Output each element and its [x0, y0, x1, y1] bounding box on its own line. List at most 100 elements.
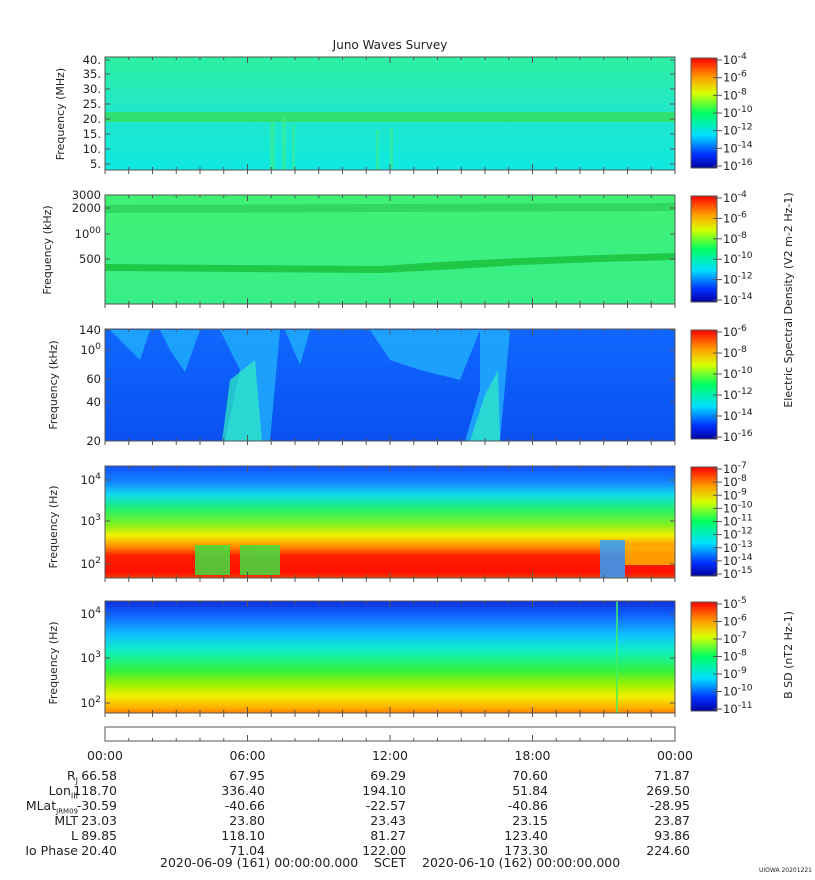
- magnetic-cbar-label: B SD (nT2 Hz-1): [782, 611, 795, 699]
- ytick-label: 500: [79, 252, 101, 266]
- ephem-value: -40.86: [507, 798, 548, 813]
- spectrogram-5: [105, 601, 675, 713]
- ytick-label: 3000: [72, 188, 101, 202]
- colorbar-tick-label: 10-4: [723, 51, 747, 67]
- colorbar-tick-label: 10-14: [723, 552, 753, 568]
- ephem-label: RJ: [66, 768, 78, 786]
- ephem-label: Io Phase: [25, 843, 78, 858]
- ytick-label: 40.: [83, 53, 101, 67]
- footer-scet: SCET: [374, 855, 407, 870]
- ylabel-3: Frequency (kHz): [47, 340, 60, 429]
- colorbar-tick-label: 10-5: [723, 595, 747, 611]
- ytick-label: 2000: [72, 201, 101, 215]
- colorbar-tick-label: 10-6: [723, 69, 747, 85]
- ytick-label: 103: [81, 649, 102, 665]
- spectrogram-4: [105, 466, 675, 578]
- colorbar-tick-label: 10-6: [723, 613, 747, 629]
- ephem-value: 336.40: [221, 783, 265, 798]
- ephem-label: MLatJRM09: [25, 798, 78, 816]
- colorbar-tick-label: 10-12: [723, 526, 753, 542]
- ytick-label: 103: [81, 512, 102, 528]
- ylabel-4: Frequency (Hz): [47, 486, 60, 569]
- ytick-label: 102: [81, 555, 102, 571]
- time-tick-label: 06:00: [229, 748, 265, 763]
- ytick-label: 20.: [83, 112, 101, 126]
- colorbar-tick-label: 10-7: [723, 630, 747, 646]
- electric-cbar-label: Electric Spectral Density (V2 m-2 Hz-1): [782, 192, 795, 407]
- colorbar-4: [690, 466, 718, 577]
- ephem-value: 23.80: [229, 813, 265, 828]
- time-tick-label: 00:00: [87, 748, 123, 763]
- band-22mhz: [105, 112, 675, 122]
- ephem-value: -40.66: [224, 798, 265, 813]
- colorbar-5: [690, 601, 718, 712]
- colorbar-tick-label: 10-12: [723, 386, 753, 402]
- colorbar-tick-label: 10-10: [723, 250, 753, 266]
- colorbar-tick-label: 10-12: [723, 271, 753, 287]
- stamp: UIOWA 20201221: [759, 867, 812, 874]
- colorbar-2: [690, 195, 718, 303]
- colorbar-tick-label: 10-10: [723, 683, 753, 699]
- emission-streaks-1: [270, 118, 393, 170]
- ytick-label: 60: [86, 372, 101, 386]
- colorbar-tick-label: 10-8: [723, 648, 747, 664]
- ephem-value: 89.85: [81, 828, 117, 843]
- ephem-value: 51.84: [512, 783, 548, 798]
- colorbar-tick-label: 10-6: [723, 323, 747, 339]
- ytick-label: 104: [81, 471, 102, 487]
- ephem-value: 194.10: [362, 783, 406, 798]
- ytick-label: 15.: [83, 127, 101, 141]
- ephem-value: 71.87: [654, 768, 690, 783]
- colorbar-3: [690, 329, 718, 440]
- ytick-label: 1000: [75, 225, 101, 241]
- colorbar-tick-label: 10-14: [723, 291, 753, 307]
- colorbar-tick-label: 10-13: [723, 539, 753, 555]
- colorbar-1: [690, 57, 718, 169]
- ephem-label: L: [71, 828, 78, 843]
- ephem-label: LonIII: [48, 783, 78, 801]
- ephem-value: 23.03: [81, 813, 117, 828]
- time-tick-label: 00:00: [657, 748, 693, 763]
- ytick-label: 10.: [83, 142, 101, 156]
- ephemeris-table: RJ 66.58 67.95 69.29 70.60 71.87 LonIII 118.70 3…: [0, 768, 815, 858]
- ephem-value: 70.60: [512, 768, 548, 783]
- colorbar-tick-label: 10-8: [723, 230, 747, 246]
- colorbar-tick-label: 10-8: [723, 344, 747, 360]
- panel-3: Frequency (kHz): [47, 328, 676, 442]
- ylabel-2: Frequency (kHz): [41, 205, 54, 294]
- ylabel-5: Frequency (Hz): [47, 622, 60, 705]
- ytick-label: 35.: [83, 67, 101, 81]
- ephem-label: MLT: [54, 813, 78, 828]
- emission-core-3: [222, 360, 500, 441]
- colorbar-tick-label: 10-15: [723, 565, 753, 581]
- footer-end: 2020-06-10 (162) 00:00:00.000: [422, 855, 621, 870]
- ephem-value: -28.95: [649, 798, 690, 813]
- panel-5: Frequency (Hz): [47, 600, 676, 714]
- colorbar-tick-label: 10-10: [723, 365, 753, 381]
- green-islands-4: [195, 540, 675, 578]
- colorbar-tick-label: 10-16: [723, 157, 753, 173]
- colorbar-tick-label: 10-8: [723, 473, 747, 489]
- panel-4: Frequency (Hz): [47, 465, 676, 579]
- time-tick-label: 12:00: [372, 748, 408, 763]
- colorbar-tick-label: 10-16: [723, 428, 753, 444]
- ytick-label: 20: [86, 434, 101, 448]
- ephem-value: 123.40: [504, 828, 548, 843]
- ephem-value: 23.87: [654, 813, 690, 828]
- band-2000khz: [105, 203, 675, 213]
- colorbar-tick-label: 10-6: [723, 209, 747, 225]
- footer-start: 2020-06-09 (161) 00:00:00.000: [160, 855, 359, 870]
- colorbar-tick-label: 10-11: [723, 513, 753, 529]
- ephem-value: -30.59: [76, 798, 117, 813]
- ephem-value: 118.70: [73, 783, 117, 798]
- ytick-label: 25.: [83, 97, 101, 111]
- colorbar-tick-label: 10-10: [723, 499, 753, 515]
- band-420khz: [105, 253, 675, 273]
- ytick-label: 104: [81, 605, 102, 621]
- ephem-value: 20.40: [81, 843, 117, 858]
- ytick-label: 140: [79, 323, 101, 337]
- colorbar-tick-label: 10-14: [723, 139, 753, 155]
- ephem-value: 66.58: [81, 768, 117, 783]
